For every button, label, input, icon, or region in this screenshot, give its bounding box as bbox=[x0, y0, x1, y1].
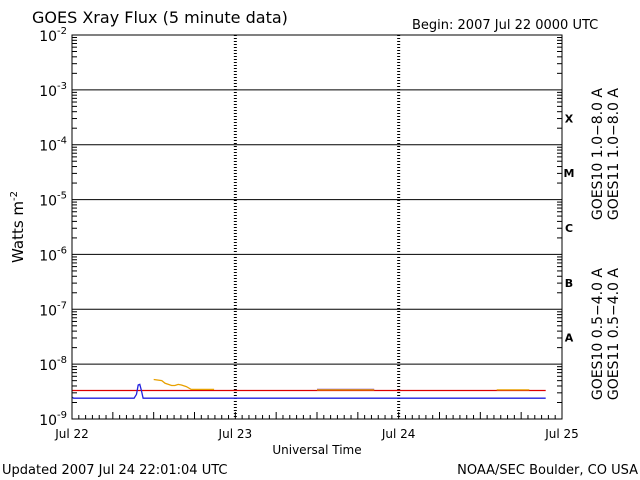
legend-entry: GOES10 1.0−8.0 A bbox=[590, 88, 606, 221]
flare-class-label: B bbox=[565, 277, 573, 290]
plot-frame bbox=[71, 34, 563, 420]
y-tick-label: 10-4 bbox=[39, 136, 67, 155]
y-tick-label: 10-8 bbox=[39, 355, 67, 374]
flare-class-label: X bbox=[565, 112, 574, 125]
x-tick-label: Jul 23 bbox=[218, 427, 253, 441]
x-tick-label: Jul 22 bbox=[54, 427, 89, 441]
axis-ticks bbox=[72, 37, 562, 419]
legend-entry: GOES11 0.5−4.0 A bbox=[606, 268, 622, 401]
series-line bbox=[71, 383, 546, 399]
begin-date: Begin: 2007 Jul 22 0000 UTC bbox=[412, 18, 598, 33]
credit-text: NOAA/SEC Boulder, CO USA bbox=[457, 463, 638, 478]
y-tick-label: 10-5 bbox=[39, 191, 67, 210]
plot-grid bbox=[72, 35, 562, 419]
y-tick-label: 10-2 bbox=[39, 26, 67, 45]
y-tick-label: 10-3 bbox=[39, 81, 67, 100]
y-tick-label: 10-7 bbox=[39, 300, 67, 319]
y-axis-label: Watts m-2 bbox=[9, 191, 27, 263]
legend-entry: GOES11 1.0−8.0 A bbox=[606, 88, 622, 221]
y-axis-label-text: Watts m bbox=[9, 201, 27, 263]
series-layer bbox=[71, 378, 546, 399]
flare-class-label: A bbox=[565, 332, 574, 345]
y-tick-label: 10-6 bbox=[39, 245, 67, 264]
updated-timestamp: Updated 2007 Jul 24 22:01:04 UTC bbox=[2, 463, 227, 478]
legend-entry: GOES10 0.5−4.0 A bbox=[590, 268, 606, 401]
x-axis-label: Universal Time bbox=[272, 443, 361, 457]
flare-class-labels: X M C B A bbox=[564, 112, 575, 344]
chart-title: GOES Xray Flux (5 minute data) bbox=[32, 8, 288, 27]
flare-class-label: C bbox=[565, 222, 573, 235]
series-line bbox=[153, 378, 215, 391]
flare-class-label: M bbox=[564, 167, 575, 180]
x-tick-label: Jul 24 bbox=[381, 427, 416, 441]
x-tick-labels: Jul 22 Jul 23 Jul 24 Jul 25 bbox=[54, 427, 579, 441]
y-axis-label-sup: -2 bbox=[9, 191, 20, 201]
y-tick-label: 10-9 bbox=[39, 410, 67, 429]
y-tick-labels: 10-2 10-3 10-4 10-5 10-6 10-7 10-8 10-9 bbox=[39, 26, 67, 429]
x-tick-label: Jul 25 bbox=[544, 427, 579, 441]
